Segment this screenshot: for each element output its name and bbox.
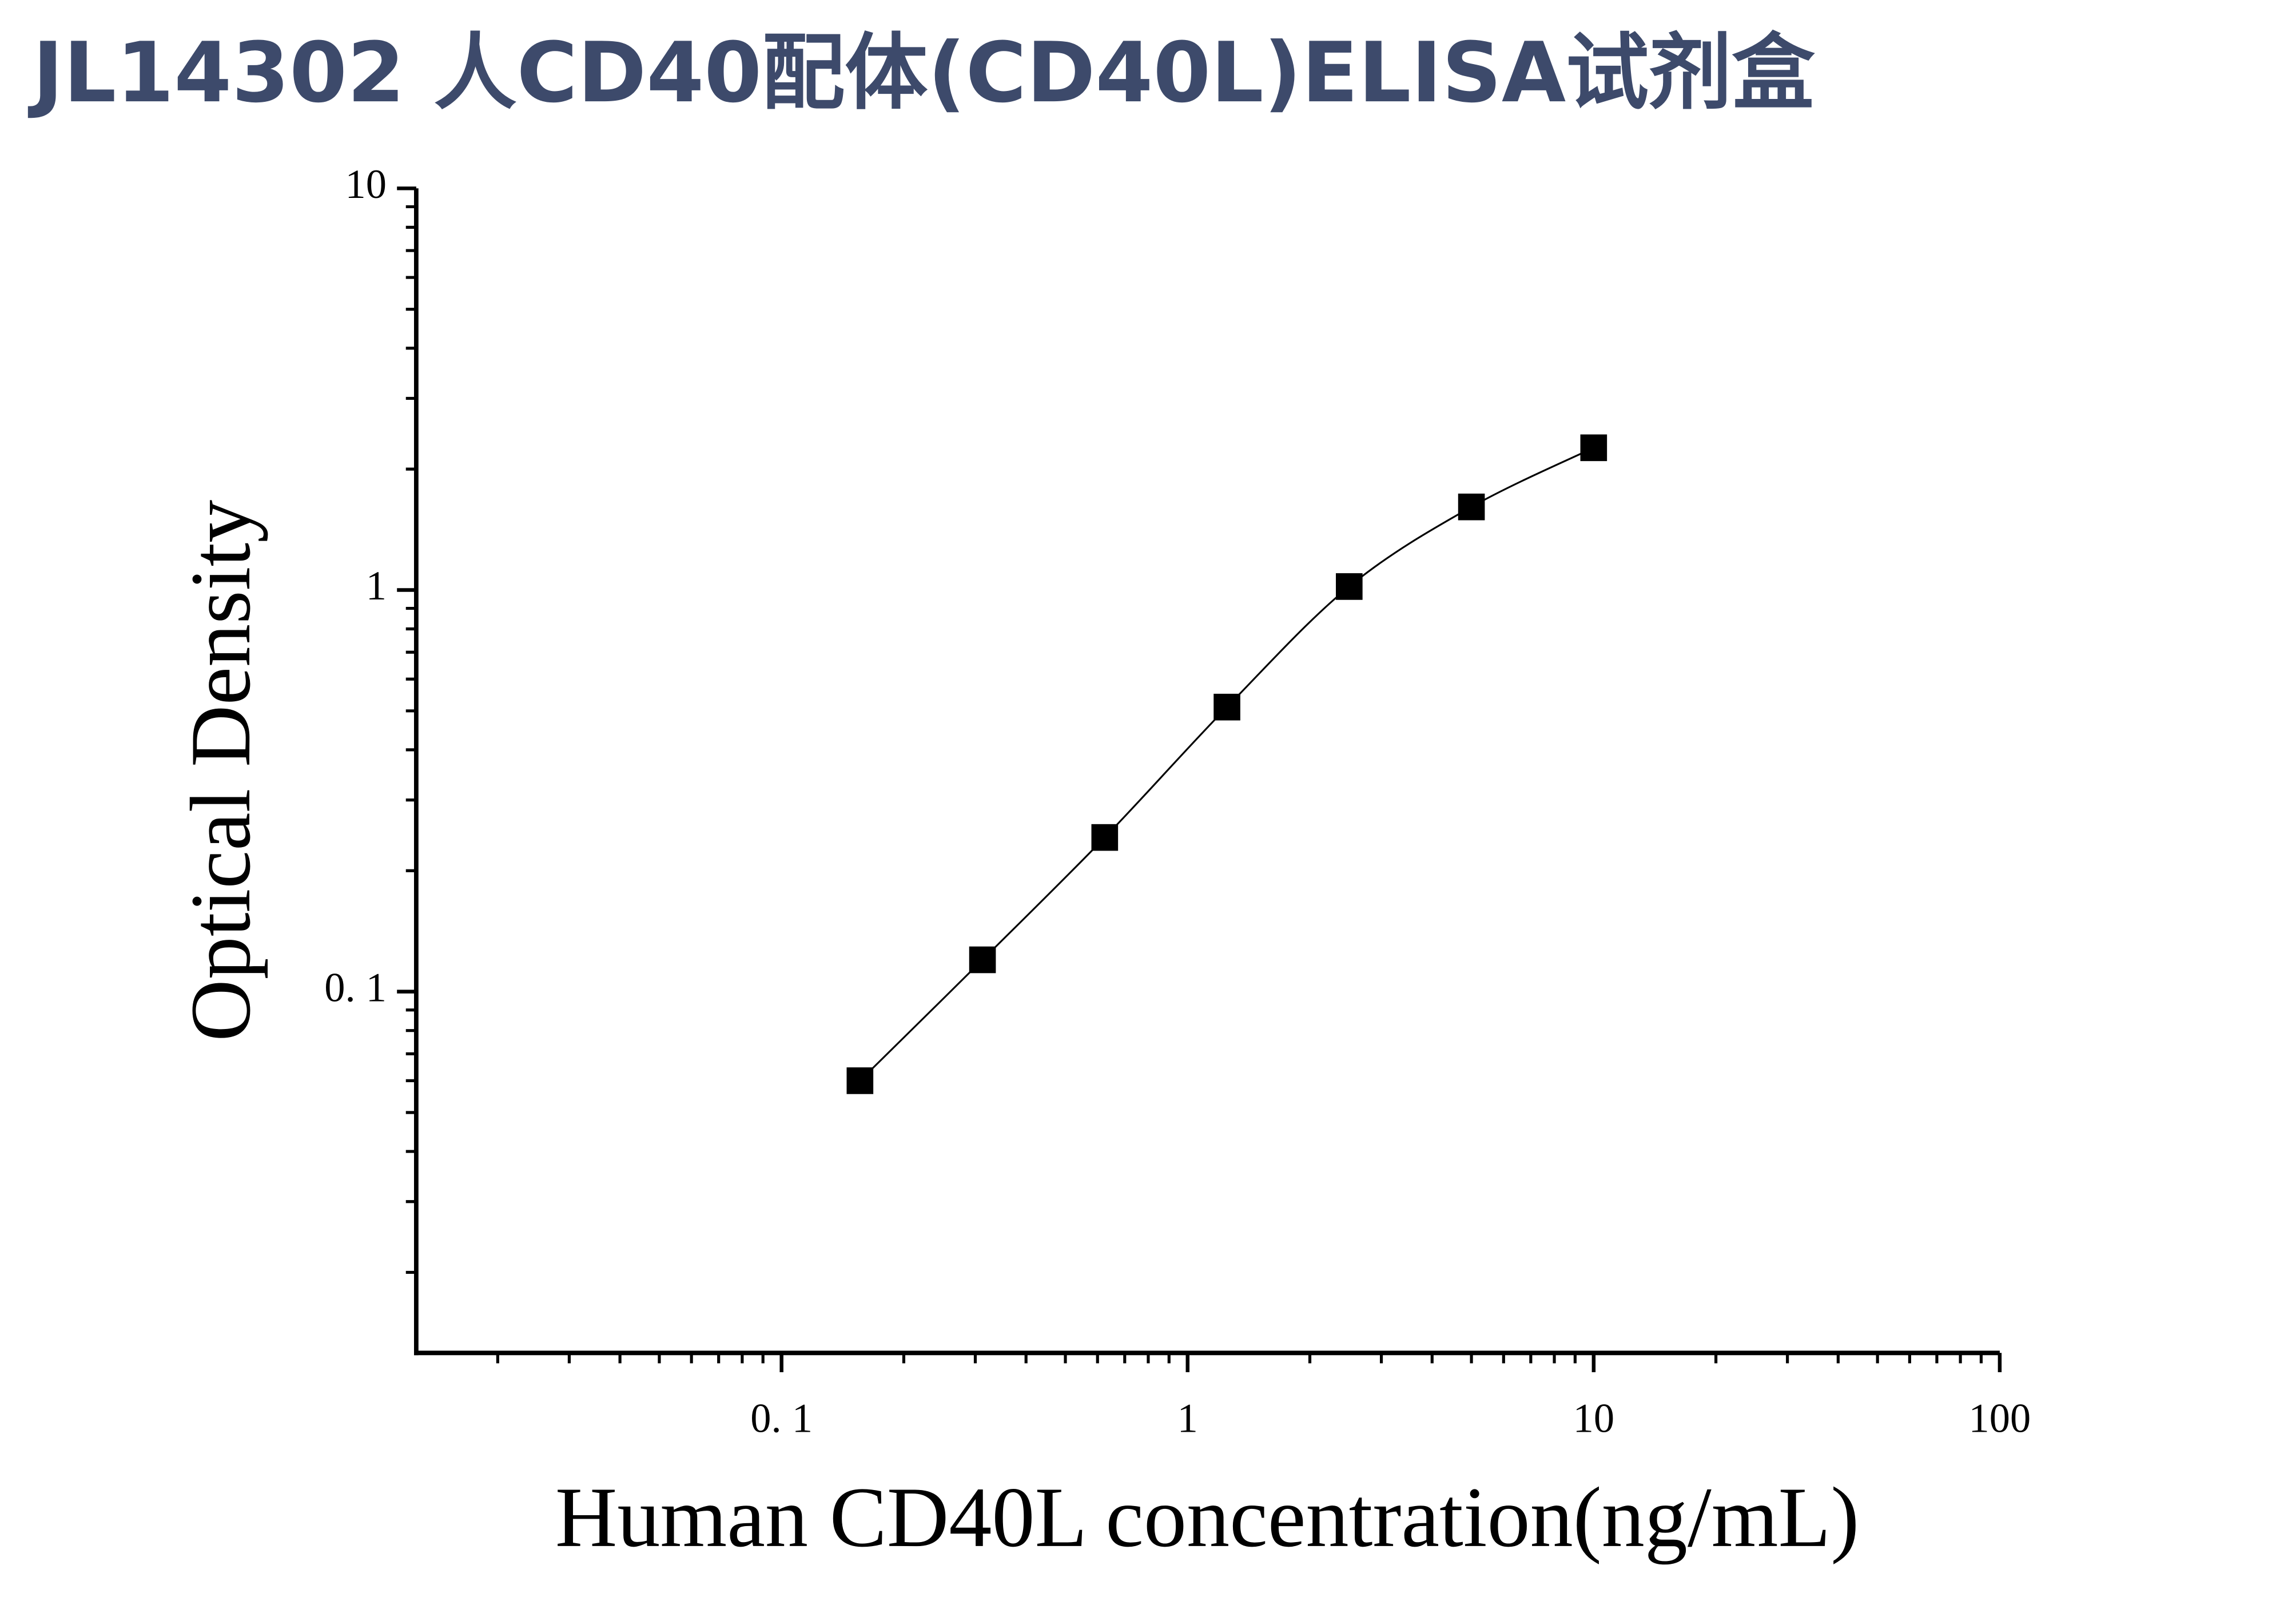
data-point bbox=[1091, 824, 1119, 851]
data-point bbox=[1580, 434, 1607, 462]
data-point bbox=[969, 946, 996, 974]
data-point bbox=[1336, 573, 1363, 600]
y-tick-label: 10 bbox=[345, 161, 387, 207]
y-tick-label: 0. 1 bbox=[324, 964, 387, 1010]
chart-title: JL14302 人CD40配体(CD40L)ELISA试剂盒 bbox=[27, 25, 1815, 121]
data-point bbox=[1213, 693, 1240, 721]
x-tick-label: 0. 1 bbox=[750, 1395, 813, 1441]
x-axis-label: Human CD40L concentration(ng/mL) bbox=[555, 1470, 1859, 1565]
x-tick-label: 100 bbox=[1969, 1395, 2031, 1441]
fit-curve bbox=[859, 447, 1594, 1082]
y-tick-label: 1 bbox=[366, 562, 387, 609]
y-axis-label: Optical Density bbox=[173, 500, 268, 1042]
data-point bbox=[1458, 493, 1485, 521]
x-tick-label: 10 bbox=[1573, 1395, 1615, 1441]
x-tick-label: 1 bbox=[1177, 1395, 1198, 1441]
data-point bbox=[846, 1067, 874, 1094]
